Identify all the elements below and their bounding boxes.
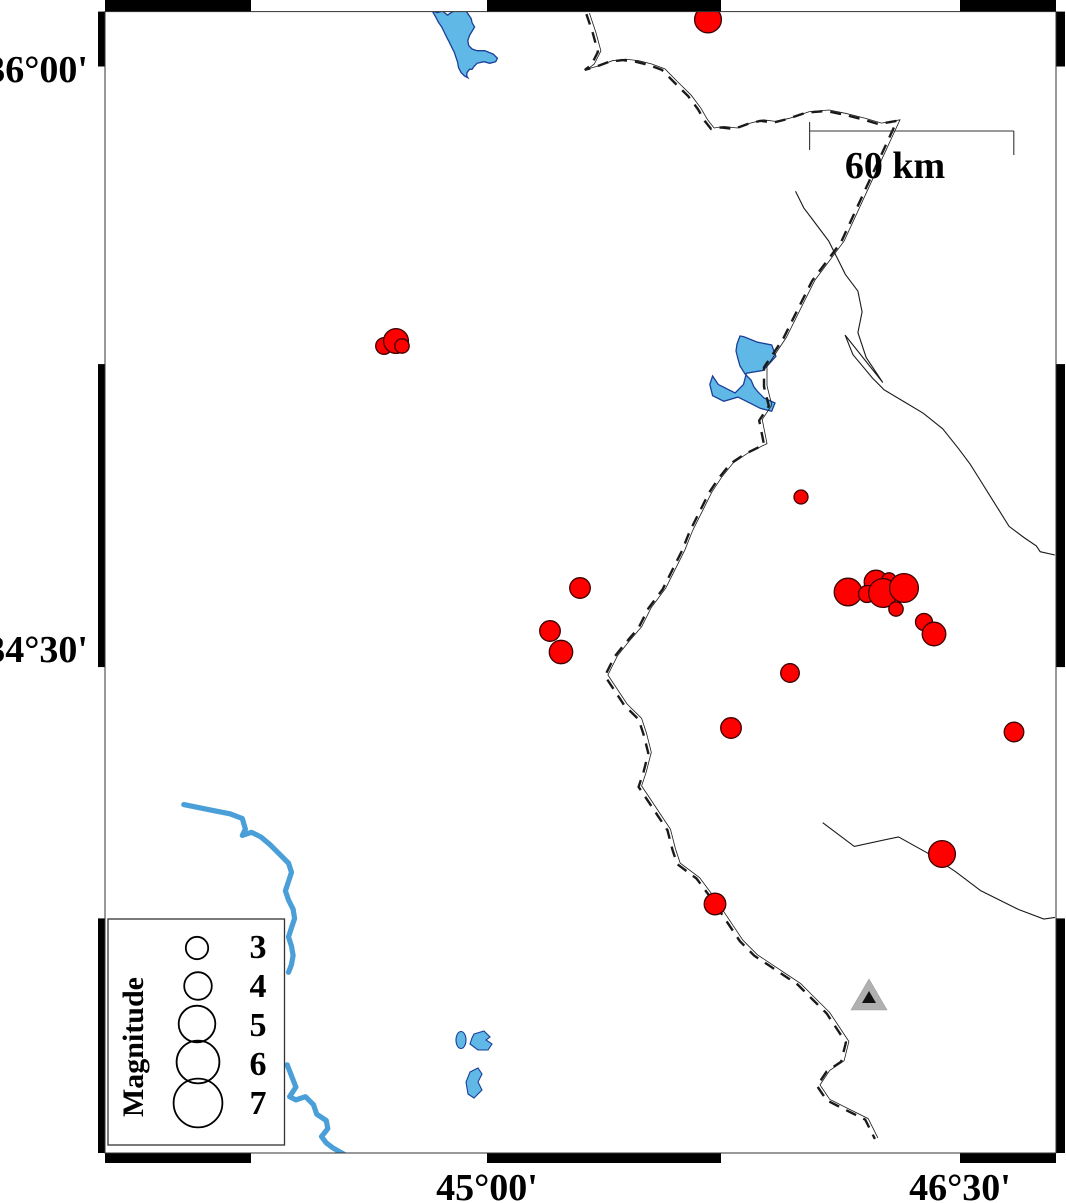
svg-text:46°30': 46°30' [909,1167,1011,1203]
svg-text:34°30': 34°30' [0,629,88,671]
svg-text:5: 5 [250,1007,267,1044]
svg-text:7: 7 [250,1085,267,1122]
svg-text:4: 4 [250,968,267,1005]
svg-text:6: 6 [250,1046,267,1083]
svg-text:3: 3 [250,929,267,966]
svg-text:45°00': 45°00' [436,1167,538,1203]
svg-text:36°00': 36°00' [0,49,88,91]
svg-text:60 km: 60 km [845,145,945,187]
svg-text:Magnitude: Magnitude [117,977,150,1117]
